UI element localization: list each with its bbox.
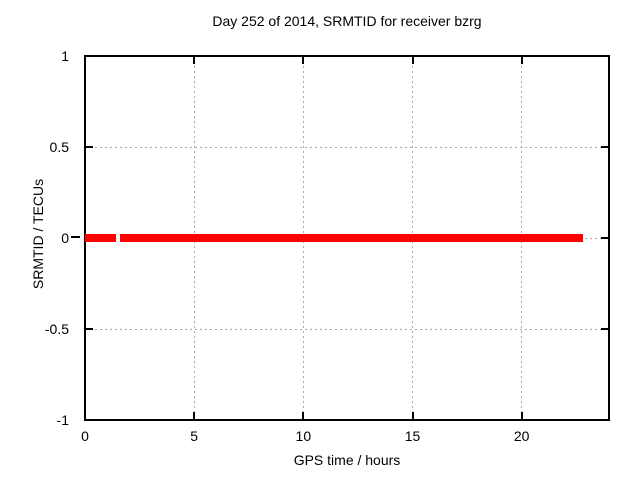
y-tick-mark-left — [85, 328, 93, 330]
y-tick-mark-left — [85, 419, 93, 421]
gridline-horizontal — [85, 328, 609, 330]
series-srmtid-segment — [119, 234, 583, 242]
x-axis-title: GPS time / hours — [293, 452, 401, 468]
y-tick-label: -1 — [56, 412, 69, 428]
y-tick-mark-right — [601, 55, 609, 57]
chart-title: Day 252 of 2014, SRMTID for receiver bzr… — [212, 13, 482, 29]
x-tick-mark-bottom — [520, 412, 523, 420]
series-srmtid-segment — [85, 234, 116, 242]
y-zero-outer-tick-mark — [71, 236, 80, 238]
x-tick-label: 0 — [81, 428, 89, 444]
y-tick-mark-right — [601, 237, 609, 239]
x-tick-mark-top — [302, 56, 305, 64]
x-tick-mark-top — [193, 56, 196, 64]
x-tick-label: 15 — [404, 428, 421, 444]
y-tick-label: -0.5 — [44, 321, 69, 337]
y-tick-mark-right — [601, 146, 609, 148]
y-tick-mark-left — [85, 146, 93, 148]
y-tick-mark-left — [85, 55, 93, 57]
x-tick-label: 20 — [513, 428, 530, 444]
x-tick-mark-bottom — [193, 412, 196, 420]
x-tick-mark-top — [84, 56, 86, 64]
x-tick-mark-top — [520, 56, 523, 64]
y-tick-mark-right — [601, 419, 609, 421]
gridline-horizontal — [85, 146, 609, 148]
y-tick-label: 0.5 — [49, 139, 69, 155]
x-tick-label: 10 — [295, 428, 312, 444]
x-tick-mark-bottom — [302, 412, 305, 420]
x-tick-mark-top — [411, 56, 414, 64]
x-tick-label: 5 — [190, 428, 199, 444]
y-tick-label: 1 — [61, 48, 69, 64]
y-tick-mark-right — [601, 328, 609, 330]
x-tick-mark-bottom — [411, 412, 414, 420]
y-tick-label: 0 — [61, 230, 69, 246]
